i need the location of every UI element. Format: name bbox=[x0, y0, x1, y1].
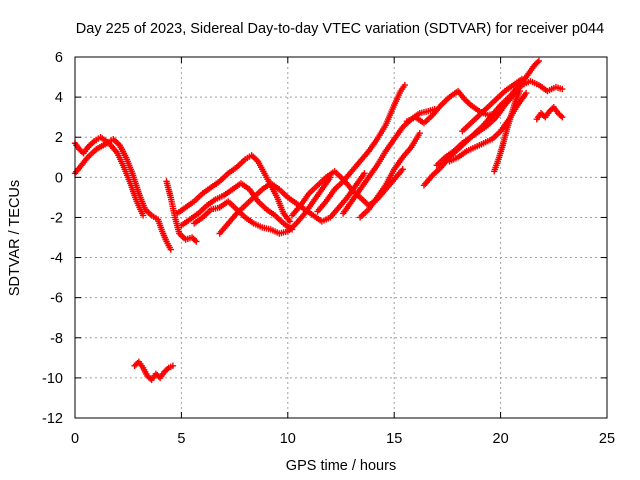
x-tick-label: 25 bbox=[599, 431, 615, 447]
y-tick-label: 6 bbox=[55, 50, 63, 66]
y-axis: 6 4 2 0 -2 -4 -6 -8 -10 -12 bbox=[42, 50, 607, 427]
x-axis: 0 5 10 15 20 25 bbox=[71, 57, 615, 447]
plot-frame bbox=[74, 56, 608, 419]
grid bbox=[75, 57, 607, 418]
x-tick-label: 15 bbox=[386, 431, 402, 447]
chart-title: Day 225 of 2023, Sidereal Day-to-day VTE… bbox=[76, 21, 604, 37]
data-points bbox=[71, 57, 566, 384]
data-point bbox=[164, 365, 171, 373]
series-arc-late-5 bbox=[459, 75, 526, 135]
data-point bbox=[191, 236, 199, 244]
y-tick-label: -4 bbox=[50, 251, 63, 267]
series-arc-rise-1 bbox=[314, 81, 409, 215]
y-tick-label: -8 bbox=[50, 331, 63, 347]
series-arc-low bbox=[131, 358, 177, 384]
data-point bbox=[286, 218, 294, 225]
x-tick-label: 10 bbox=[280, 431, 296, 447]
series-arc-mid-3 bbox=[190, 174, 334, 237]
data-point bbox=[169, 362, 177, 370]
y-tick-label: 0 bbox=[55, 170, 63, 186]
data-point bbox=[399, 166, 406, 173]
series-arc-rise-3 bbox=[356, 130, 423, 221]
data-point bbox=[522, 89, 530, 97]
data-point bbox=[401, 81, 409, 89]
x-axis-label: GPS time / hours bbox=[286, 458, 396, 474]
series-arc-late-2 bbox=[420, 57, 543, 189]
data-point bbox=[139, 212, 147, 219]
y-tick-label: -6 bbox=[50, 291, 63, 307]
data-point bbox=[193, 238, 200, 245]
data-point bbox=[518, 75, 526, 83]
data-point bbox=[534, 59, 541, 66]
series-arc-drop bbox=[491, 87, 523, 175]
series-arc-late-3 bbox=[433, 77, 566, 169]
x-tick-label: 5 bbox=[177, 431, 185, 447]
series-arc-end bbox=[533, 103, 566, 123]
series-arc-dip bbox=[163, 178, 200, 245]
series-arc-main-0b bbox=[71, 134, 147, 219]
y-tick-label: 4 bbox=[55, 90, 63, 106]
y-tick-label: -10 bbox=[42, 371, 63, 387]
x-tick-label: 20 bbox=[493, 431, 509, 447]
data-point bbox=[559, 113, 566, 121]
series-arc-mid-1 bbox=[173, 152, 294, 225]
data-point bbox=[516, 87, 523, 95]
data-point bbox=[557, 112, 565, 120]
data-point bbox=[559, 85, 566, 93]
y-axis-label: SDTVAR / TECUs bbox=[7, 180, 23, 296]
data-point bbox=[361, 170, 368, 177]
data-point bbox=[535, 57, 543, 65]
data-point bbox=[416, 130, 423, 137]
y-tick-label: -2 bbox=[50, 210, 63, 226]
series-arc-main-0 bbox=[71, 136, 174, 253]
y-tick-label: 2 bbox=[55, 130, 63, 146]
x-tick-label: 0 bbox=[71, 431, 79, 447]
data-point bbox=[167, 246, 174, 253]
y-tick-label: -12 bbox=[42, 411, 63, 427]
